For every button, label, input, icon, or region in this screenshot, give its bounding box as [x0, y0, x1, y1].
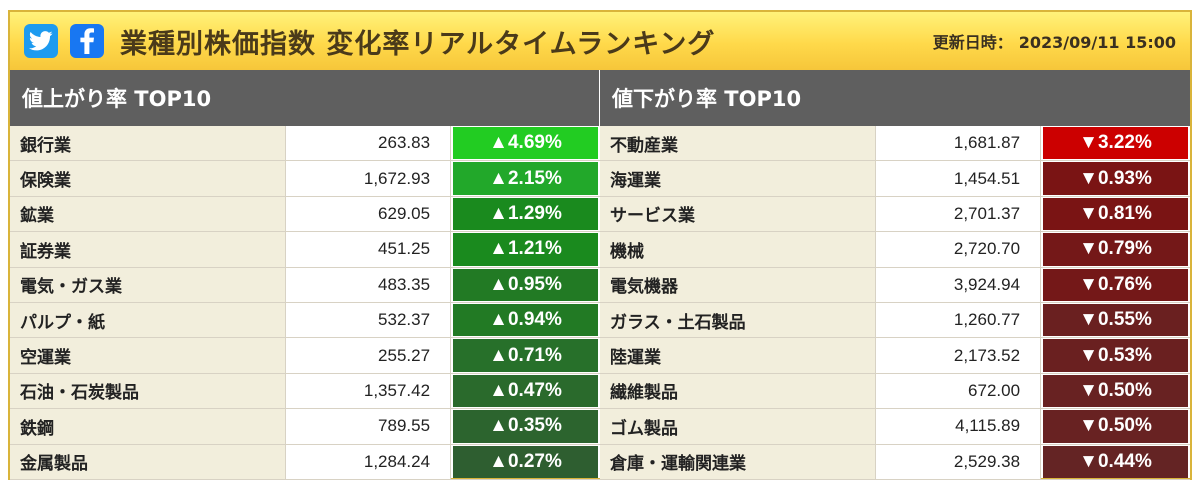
change-badge: ▼0.93% — [1043, 162, 1188, 195]
sector-name: 海運業 — [600, 161, 877, 196]
table-row[interactable]: 電気機器 3,924.94 ▼0.76% — [600, 267, 1190, 303]
change-badge: ▼0.81% — [1043, 197, 1188, 231]
index-value: 1,672.93 — [286, 161, 452, 196]
change-badge: ▲2.15% — [453, 162, 598, 195]
sector-name: パルプ・紙 — [10, 302, 287, 338]
twitter-icon — [29, 31, 53, 51]
table-row[interactable]: 不動産業 1,681.87 ▼3.22% — [600, 126, 1190, 162]
ranking-widget: 業種別株価指数 変化率リアルタイムランキング 更新日時： 2023/09/11 1… — [8, 10, 1192, 480]
sector-name: ガラス・土石製品 — [600, 302, 877, 338]
index-value: 2,701.37 — [876, 196, 1042, 232]
table-row[interactable]: 倉庫・運輸関連業 2,529.38 ▼0.44% — [600, 444, 1190, 480]
sector-name: 銀行業 — [10, 126, 287, 161]
sector-name: 機械 — [600, 232, 877, 267]
table-row[interactable]: 銀行業 263.83 ▲4.69% — [10, 126, 600, 162]
sector-name: 不動産業 — [600, 126, 877, 161]
index-value: 2,529.38 — [876, 444, 1042, 479]
sector-name: 空運業 — [10, 338, 287, 373]
updated-value: 2023/09/11 15:00 — [1018, 33, 1176, 52]
sector-name: 陸運業 — [600, 338, 877, 373]
sector-name: 倉庫・運輸関連業 — [600, 444, 877, 479]
change-badge: ▼0.55% — [1043, 303, 1188, 337]
index-value: 1,454.51 — [876, 161, 1042, 196]
table-row[interactable]: 空運業 255.27 ▲0.71% — [10, 338, 600, 374]
sector-name: 電気・ガス業 — [10, 267, 287, 302]
index-value: 1,357.42 — [286, 373, 452, 409]
gainers-panel: 値上がり率 TOP10 銀行業 263.83 ▲4.69% 保険業 1,672.93 ▲2… — [10, 70, 600, 480]
index-value: 483.35 — [286, 267, 452, 302]
losers-heading: 値下がり率 TOP10 — [600, 70, 1190, 126]
sector-name: 証券業 — [10, 232, 287, 267]
table-row[interactable]: 機械 2,720.70 ▼0.79% — [600, 232, 1190, 268]
sector-name: 保険業 — [10, 161, 287, 196]
table-row[interactable]: ガラス・土石製品 1,260.77 ▼0.55% — [600, 302, 1190, 339]
updated-timestamp: 更新日時： 2023/09/11 15:00 — [933, 29, 1176, 53]
index-value: 789.55 — [286, 409, 452, 444]
table-row[interactable]: 陸運業 2,173.52 ▼0.53% — [600, 338, 1190, 374]
index-value: 4,115.89 — [876, 409, 1042, 444]
index-value: 1,284.24 — [286, 444, 452, 479]
table-row[interactable]: パルプ・紙 532.37 ▲0.94% — [10, 302, 600, 339]
table-row[interactable]: 保険業 1,672.93 ▲2.15% — [10, 161, 600, 197]
index-value: 1,681.87 — [876, 126, 1042, 161]
losers-panel: 値下がり率 TOP10 不動産業 1,681.87 ▼3.22% 海運業 1,454.5… — [600, 70, 1190, 480]
page-title: 業種別株価指数 変化率リアルタイムランキング — [120, 28, 716, 60]
facebook-share-button[interactable] — [70, 24, 104, 58]
table-row[interactable]: 繊維製品 672.00 ▼0.50% — [600, 373, 1190, 410]
change-badge: ▲0.94% — [453, 303, 598, 337]
sector-name: 石油・石炭製品 — [10, 373, 287, 409]
table-row[interactable]: 鉄鋼 789.55 ▲0.35% — [10, 409, 600, 445]
index-value: 3,924.94 — [876, 267, 1042, 302]
table-row[interactable]: 電気・ガス業 483.35 ▲0.95% — [10, 267, 600, 303]
index-value: 2,173.52 — [876, 338, 1042, 373]
table-row[interactable]: ゴム製品 4,115.89 ▼0.50% — [600, 409, 1190, 445]
sector-name: ゴム製品 — [600, 409, 877, 444]
sector-name: サービス業 — [600, 196, 877, 232]
change-badge: ▲4.69% — [453, 127, 598, 160]
index-value: 532.37 — [286, 302, 452, 338]
change-badge: ▼0.79% — [1043, 233, 1188, 266]
change-badge: ▲1.29% — [453, 197, 598, 231]
table-row[interactable]: 鉱業 629.05 ▲1.29% — [10, 196, 600, 233]
table-row[interactable]: 金属製品 1,284.24 ▲0.27% — [10, 444, 600, 480]
table-row[interactable]: 海運業 1,454.51 ▼0.93% — [600, 161, 1190, 197]
table-row[interactable]: 証券業 451.25 ▲1.21% — [10, 232, 600, 268]
change-badge: ▼0.53% — [1043, 339, 1188, 372]
change-badge: ▲0.27% — [453, 445, 598, 478]
change-badge: ▼0.44% — [1043, 445, 1188, 478]
change-badge: ▲1.21% — [453, 233, 598, 266]
change-badge: ▼0.76% — [1043, 268, 1188, 301]
change-badge: ▲0.71% — [453, 339, 598, 372]
table-row[interactable]: サービス業 2,701.37 ▼0.81% — [600, 196, 1190, 233]
index-value: 629.05 — [286, 196, 452, 232]
index-value: 263.83 — [286, 126, 452, 161]
updated-label: 更新日時： — [932, 33, 1013, 52]
change-badge: ▲0.47% — [453, 374, 598, 408]
change-badge: ▲0.95% — [453, 268, 598, 301]
sector-name: 鉄鋼 — [10, 409, 287, 444]
gainers-heading: 値上がり率 TOP10 — [10, 70, 600, 126]
change-badge: ▼0.50% — [1043, 410, 1188, 443]
table-row[interactable]: 石油・石炭製品 1,357.42 ▲0.47% — [10, 373, 600, 410]
sector-name: 繊維製品 — [600, 373, 877, 409]
index-value: 1,260.77 — [876, 302, 1042, 338]
sector-name: 電気機器 — [600, 267, 877, 302]
change-badge: ▲0.35% — [453, 410, 598, 443]
index-value: 255.27 — [286, 338, 452, 373]
change-badge: ▼0.50% — [1043, 374, 1188, 408]
index-value: 2,720.70 — [876, 232, 1042, 267]
header-bar: 業種別株価指数 変化率リアルタイムランキング 更新日時： 2023/09/11 1… — [10, 12, 1190, 70]
change-badge: ▼3.22% — [1043, 127, 1188, 160]
sector-name: 鉱業 — [10, 196, 287, 232]
twitter-share-button[interactable] — [24, 24, 58, 58]
sector-name: 金属製品 — [10, 444, 287, 479]
index-value: 451.25 — [286, 232, 452, 267]
facebook-icon — [80, 28, 94, 54]
index-value: 672.00 — [876, 373, 1042, 409]
